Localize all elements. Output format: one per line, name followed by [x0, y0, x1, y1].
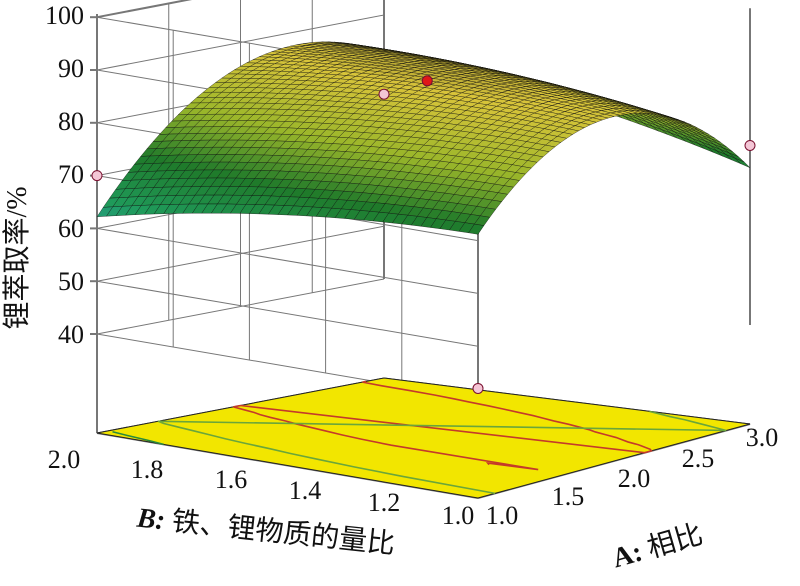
z-axis-title: 锂萃取率/%: [1, 186, 33, 329]
gridline-left-wall: [96, 227, 479, 294]
surface-cell: [468, 223, 485, 235]
a-tick-label: 2.5: [682, 444, 715, 473]
a-tick-label: 1.5: [552, 482, 585, 511]
response-surface: [96, 41, 751, 235]
a-axis-ticks: 1.0 1.5 2.0 2.5 3.0: [486, 423, 779, 530]
contour-line: [157, 410, 727, 495]
z-axis-ticks: 40 50 60 70 80 90 100: [45, 1, 84, 349]
a-axis-title: A: 相比: [609, 518, 707, 574]
contour-floor: [96, 377, 751, 499]
a-tick-label: 3.0: [746, 423, 779, 452]
design-points: [91, 75, 756, 394]
z-tick-label: 100: [45, 1, 84, 30]
a-tick-label: 1.0: [486, 501, 519, 530]
b-tick-label: 1.4: [289, 476, 322, 505]
b-tick-label: 1.8: [131, 455, 164, 484]
b-axis-title: B: 铁、锂物质的量比: [134, 501, 396, 560]
z-tick-label: 90: [58, 54, 84, 83]
axis-box-edge: [96, 0, 193, 19]
b-tick-label: 2.0: [48, 445, 81, 474]
a-axis-text: 相比: [637, 518, 706, 566]
z-tick-label: 50: [58, 267, 84, 296]
b-tick-label: 1.2: [368, 488, 401, 517]
b-tick-label: 1.6: [215, 465, 248, 494]
contour-line: [233, 380, 653, 471]
b-axis-text: 铁、锂物质的量比: [163, 505, 396, 561]
z-tick-label: 80: [58, 107, 84, 136]
z-tick-label: 70: [58, 160, 84, 189]
b-axis-ticks: 2.0 1.8 1.6 1.4 1.2 1.0: [48, 445, 475, 530]
b-tick-label: 1.0: [442, 501, 475, 530]
b-axis-prefix: B:: [134, 502, 166, 536]
design-point: [472, 382, 484, 394]
design-point: [91, 170, 103, 182]
z-tick-label: 40: [58, 320, 84, 349]
design-point: [744, 139, 756, 151]
contour-line: [112, 430, 164, 446]
a-tick-label: 2.0: [618, 464, 651, 493]
gridline-left-wall: [96, 280, 479, 347]
surface-cell: [734, 157, 751, 168]
design-point: [421, 75, 433, 87]
z-tick-label: 60: [58, 214, 84, 243]
design-point: [378, 88, 390, 100]
